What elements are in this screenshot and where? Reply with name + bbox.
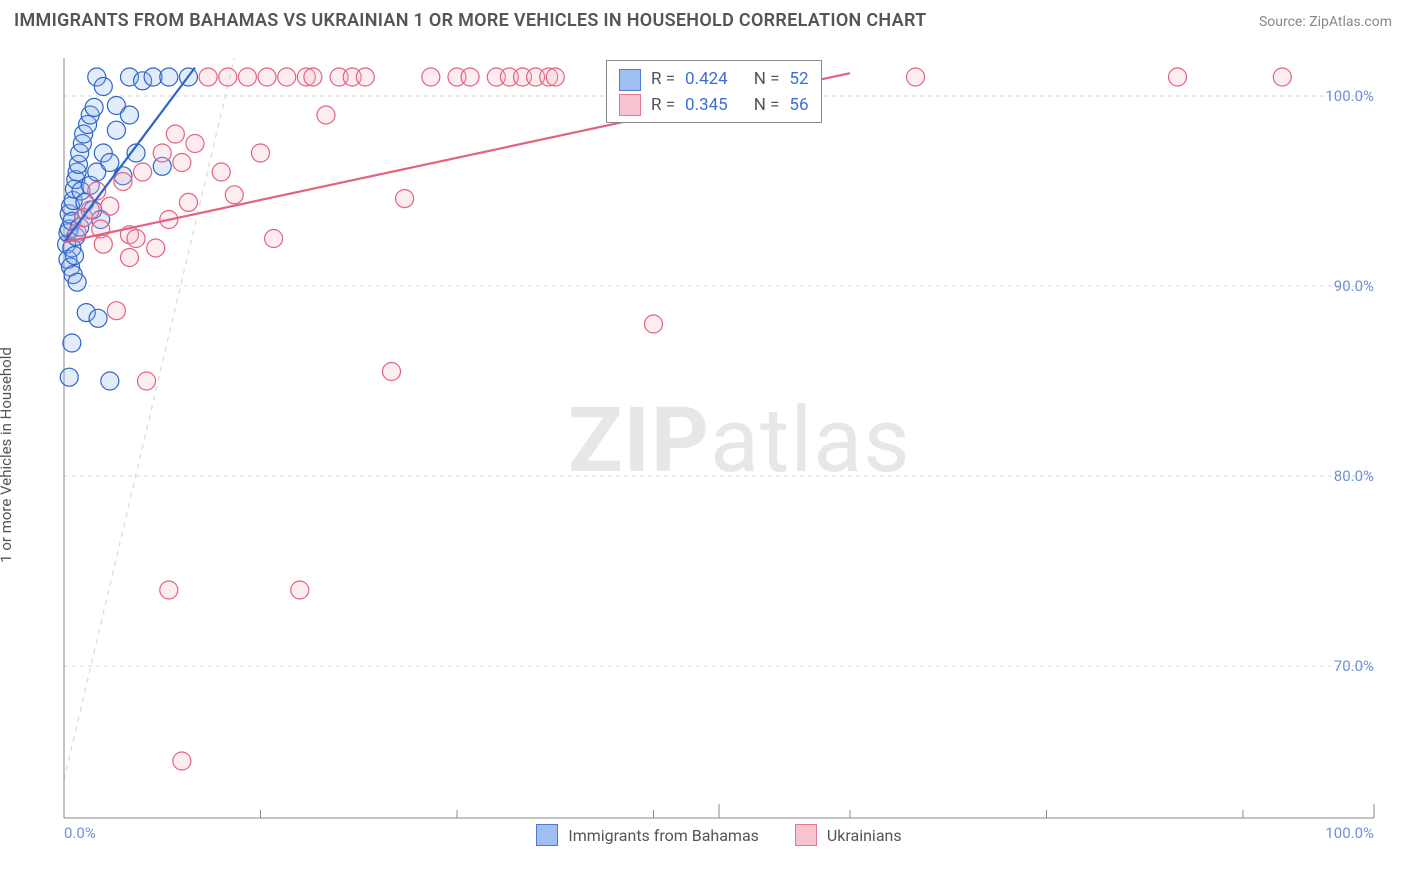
series-swatch xyxy=(619,69,641,91)
legend-label: Immigrants from Bahamas xyxy=(568,826,759,845)
legend-label: Ukrainians xyxy=(827,826,902,845)
r-value: 0.424 xyxy=(685,67,728,93)
legend-item: Ukrainians xyxy=(795,824,902,846)
n-value: 56 xyxy=(789,93,808,119)
legend-swatch xyxy=(536,824,558,846)
correlation-stats-box: R = 0.424 N = 52 R = 0.345 N = 56 xyxy=(606,60,822,123)
n-label: N = xyxy=(754,67,780,93)
source-attribution: Source: ZipAtlas.com xyxy=(1259,14,1392,30)
r-label: R = xyxy=(651,67,675,93)
title-bar: IMMIGRANTS FROM BAHAMAS VS UKRAINIAN 1 O… xyxy=(0,0,1406,37)
source-name[interactable]: ZipAtlas.com xyxy=(1309,14,1392,30)
plot-area: ZIPatlas R =0.424N =52R =0.345N =56 70.0… xyxy=(48,48,1390,832)
stats-row: R = 0.345 N = 56 xyxy=(619,93,809,119)
series-swatch xyxy=(619,94,641,116)
legend: Immigrants from Bahamas Ukrainians xyxy=(48,824,1390,846)
n-label: N = xyxy=(754,93,780,119)
y-tick-label: 70.0% xyxy=(1334,657,1374,675)
scatter-plot-svg xyxy=(48,48,1390,832)
legend-swatch xyxy=(795,824,817,846)
y-tick-label: 100.0% xyxy=(1325,87,1374,105)
n-value: 52 xyxy=(789,67,808,93)
chart-title: IMMIGRANTS FROM BAHAMAS VS UKRAINIAN 1 O… xyxy=(14,10,927,31)
legend-item: Immigrants from Bahamas xyxy=(536,824,759,846)
r-value: 0.345 xyxy=(685,93,728,119)
y-axis-label: 1 or more Vehicles in Household xyxy=(0,347,15,563)
y-tick-label: 90.0% xyxy=(1334,277,1374,295)
y-tick-label: 80.0% xyxy=(1334,467,1374,485)
r-label: R = xyxy=(651,93,675,119)
stats-row: R = 0.424 N = 52 xyxy=(619,67,809,93)
source-label: Source: xyxy=(1259,14,1306,30)
